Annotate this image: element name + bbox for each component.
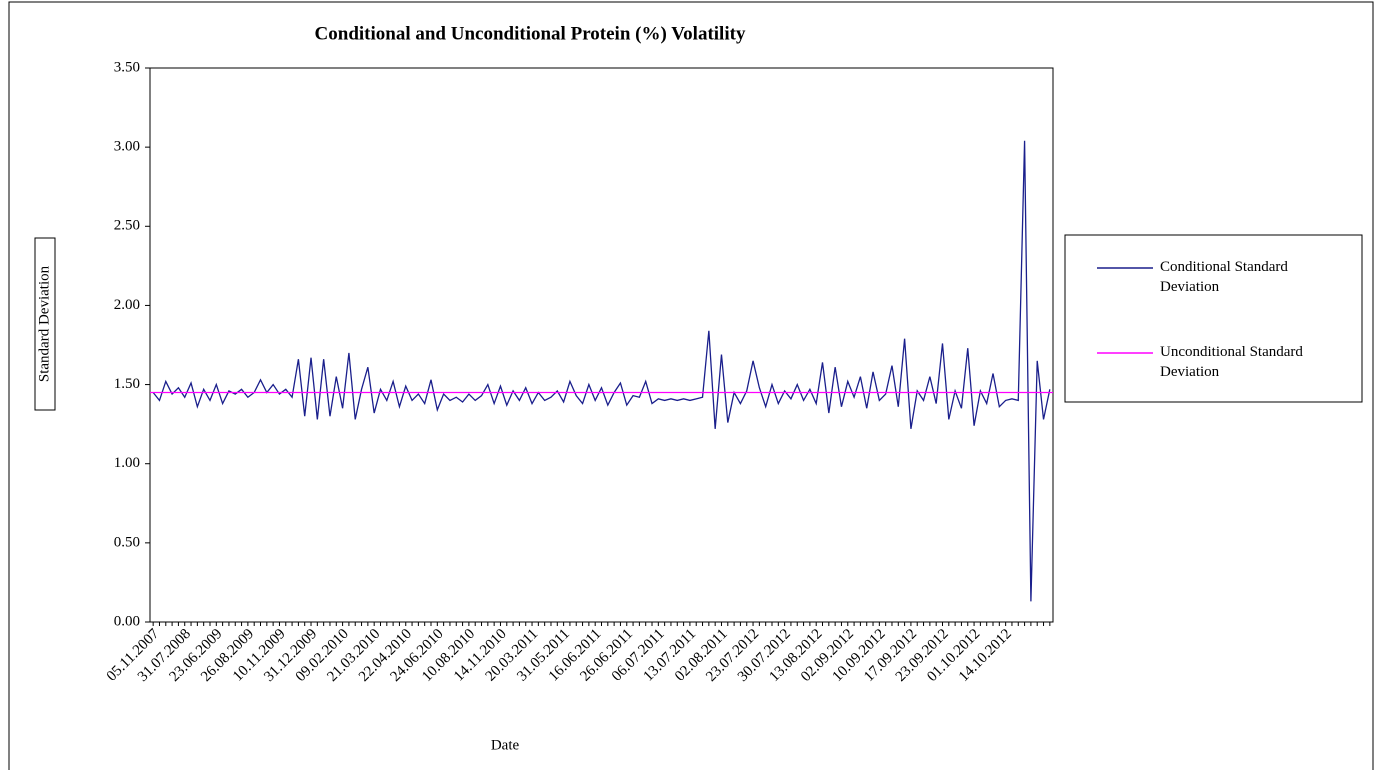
legend-box	[1064, 234, 1363, 403]
chart-title: Conditional and Unconditional Protein (%…	[315, 23, 746, 44]
y-tick-label: 2.00	[114, 297, 140, 313]
y-tick-label: 3.00	[114, 139, 140, 155]
y-axis-label: Standard Deviation	[36, 265, 52, 382]
legend-label: Unconditional Standard Deviation	[1160, 344, 1303, 380]
chart-frame	[8, 1, 1374, 770]
y-tick-label: 3.50	[114, 59, 140, 75]
x-axis-label: Date	[491, 737, 520, 753]
y-tick-label: 2.50	[114, 218, 140, 234]
y-tick-label: 0.50	[114, 534, 140, 550]
y-tick-label: 0.00	[114, 613, 140, 629]
plot-area	[149, 67, 1054, 623]
y-tick-label: 1.50	[114, 376, 140, 392]
y-tick-label: 1.00	[114, 455, 140, 471]
legend-label: Conditional Standard Deviation	[1160, 259, 1288, 295]
y-label-box	[34, 237, 56, 411]
data-line	[152, 140, 1051, 602]
